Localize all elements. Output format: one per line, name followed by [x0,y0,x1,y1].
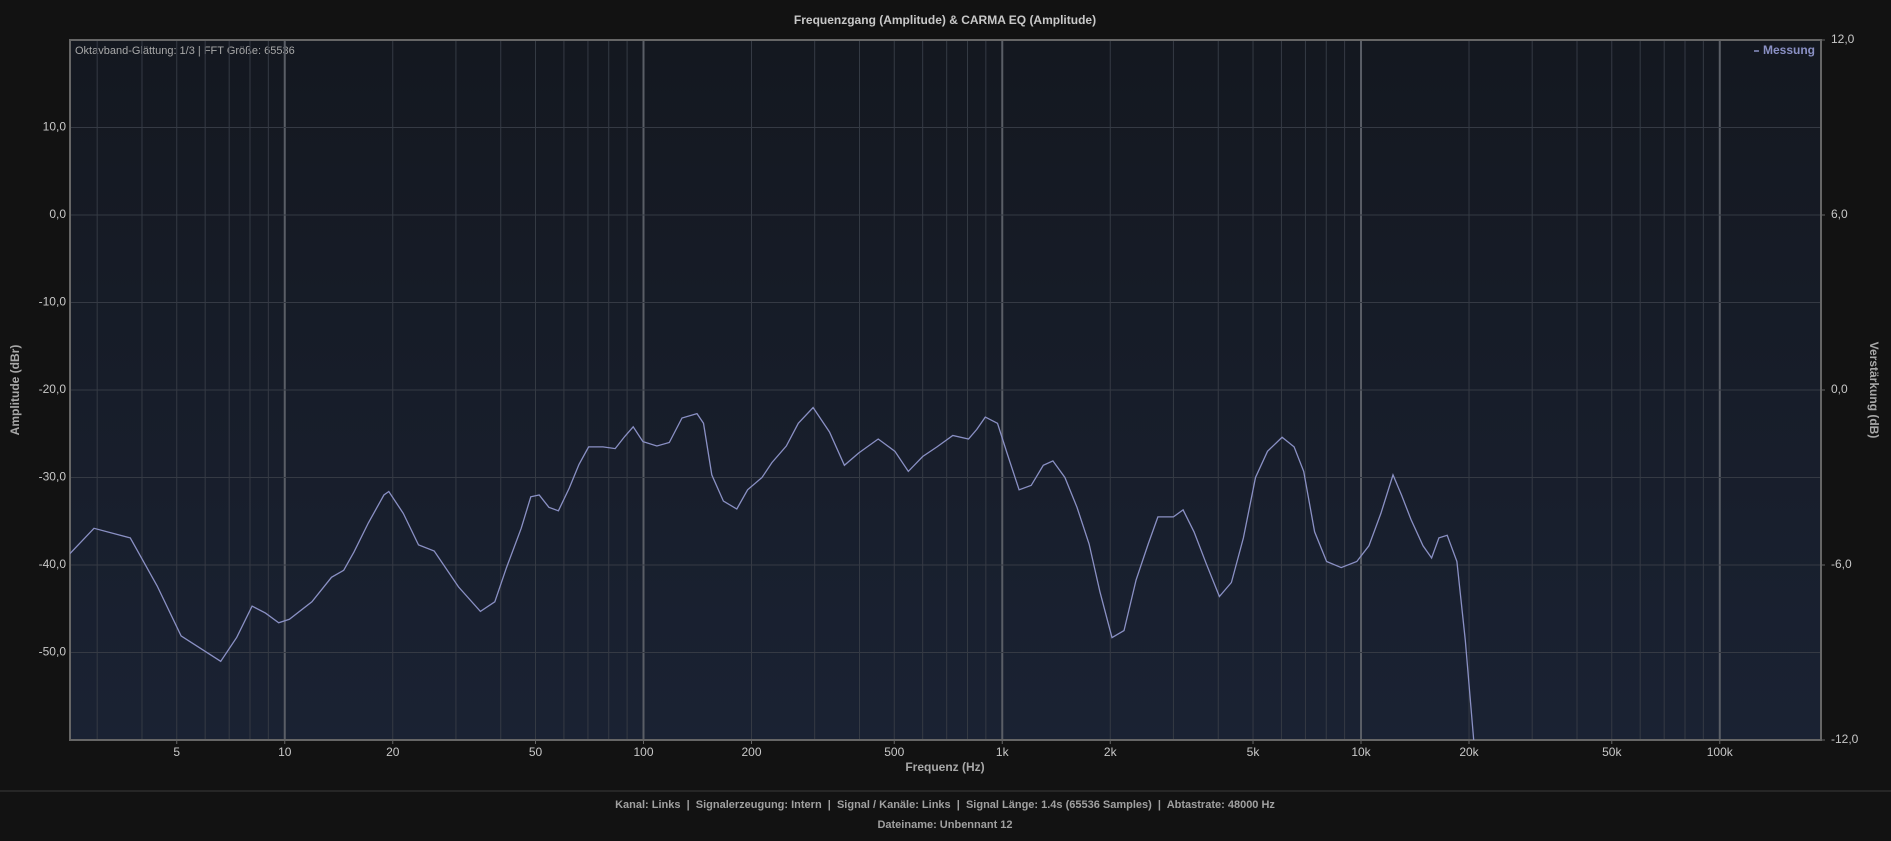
y2-axis-title: Verstärkung (dB) [1867,342,1881,439]
y2-tick-label: 6,0 [1831,207,1848,221]
y-tick-label: 0,0 [49,207,66,221]
y-tick-label: -40,0 [39,557,67,571]
y-tick-label: -30,0 [39,470,67,484]
y2-tick-label: 0,0 [1831,382,1848,396]
x-tick-label: 50k [1602,745,1622,759]
x-tick-label: 2k [1104,745,1118,759]
plot-border [69,39,1822,741]
x-axis-title: Frequenz (Hz) [905,760,984,774]
y-axis-title: Amplitude (dBr) [8,345,22,436]
x-tick-label: 500 [884,745,904,759]
y-tick-label: -10,0 [39,295,67,309]
x-tick-label: 50 [529,745,543,759]
y-tick-label: -50,0 [39,645,67,659]
x-tick-label: 100k [1707,745,1734,759]
y2-tick-label: -12,0 [1831,732,1859,746]
x-tick-label: 100 [633,745,653,759]
footer-info: Kanal: Links | Signalerzeugung: Intern |… [615,799,1275,811]
chart-title: Frequenzgang (Amplitude) & CARMA EQ (Amp… [794,13,1096,27]
x-tick-label: 20 [386,745,400,759]
footer-filename: Dateiname: Unbennant 12 [877,819,1012,831]
y2-tick-label: -6,0 [1831,557,1852,571]
y-tick-label: 10,0 [43,120,67,134]
x-tick-label: 5k [1247,745,1261,759]
x-tick-label: 10k [1351,745,1371,759]
x-tick-label: 1k [996,745,1010,759]
y2-tick-label: 12,0 [1831,32,1855,46]
x-tick-label: 200 [741,745,761,759]
x-tick-label: 20k [1459,745,1479,759]
annotation: Oktavband-Glättung: 1/3 | FFT Größe: 655… [75,45,295,57]
data-line [70,406,1475,741]
legend-label: Messung [1763,43,1815,57]
x-tick-label: 5 [173,745,180,759]
x-tick-label: 10 [278,745,292,759]
y-tick-label: -20,0 [39,382,67,396]
